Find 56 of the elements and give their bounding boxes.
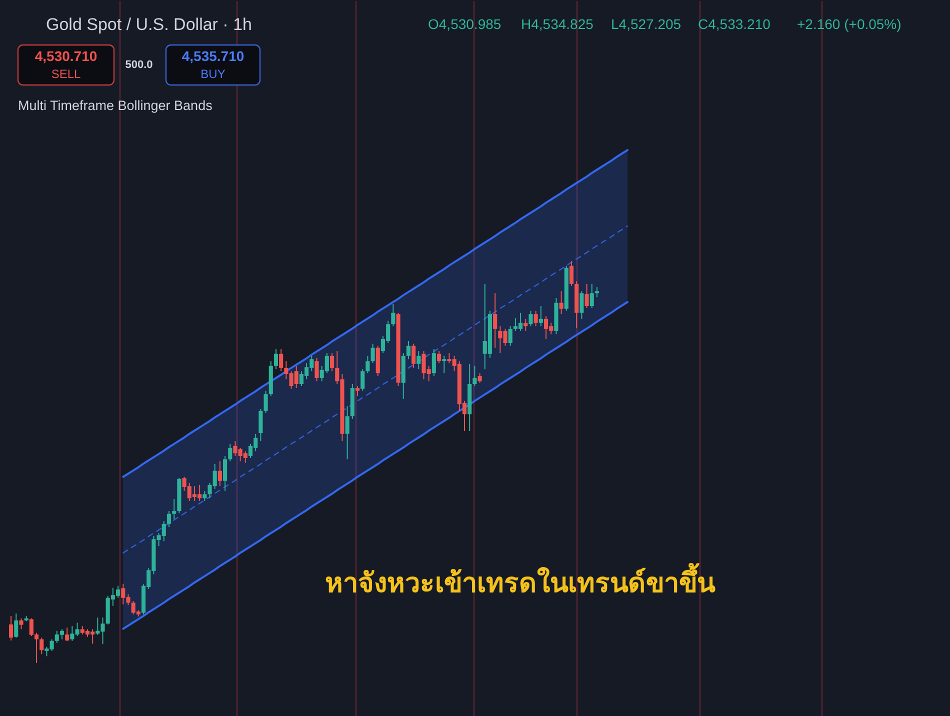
candlestick xyxy=(9,615,14,641)
candlestick xyxy=(279,348,284,372)
candlestick xyxy=(436,350,442,364)
candlestick xyxy=(391,304,396,327)
candlestick xyxy=(524,318,528,332)
candlestick xyxy=(264,390,268,414)
text: H4,534.825 xyxy=(521,16,594,32)
candlestick xyxy=(40,637,44,655)
candlestick xyxy=(406,340,410,360)
candlestick xyxy=(14,613,18,638)
text: 500.0 xyxy=(125,59,153,71)
text: Multi Timeframe Bollinger Bands xyxy=(18,98,213,113)
candlestick xyxy=(172,498,176,520)
candlestick xyxy=(493,292,498,348)
candlestick xyxy=(478,372,482,384)
candlestick xyxy=(584,283,589,309)
candlestick xyxy=(416,350,421,370)
annotation: หาจังหวะเข้าเทรดในเทรนด์ขาขึ้น xyxy=(325,562,716,598)
text: BUY xyxy=(200,67,226,81)
text: O4,530.985 xyxy=(428,16,502,32)
candlestick xyxy=(274,348,278,370)
candlestick xyxy=(330,352,334,372)
candlestick xyxy=(534,310,538,327)
text: +2.160 (+0.05%) xyxy=(797,16,902,32)
chart-title: Gold Spot / U.S. Dollar · 1h xyxy=(46,15,252,34)
candlestick xyxy=(528,310,533,327)
candlestick xyxy=(345,406,350,460)
candlestick xyxy=(355,386,360,397)
candlestick xyxy=(366,355,370,374)
candlestick xyxy=(202,490,207,502)
candlestick xyxy=(508,326,512,346)
candlestick xyxy=(412,343,416,368)
candlestick xyxy=(590,283,594,309)
candlestick xyxy=(538,306,543,327)
candlestick xyxy=(218,460,222,487)
candlestick xyxy=(432,348,436,376)
candlestick xyxy=(569,260,574,286)
candlestick xyxy=(472,365,477,387)
candlestick xyxy=(559,290,564,315)
text: L4,527.205 xyxy=(611,16,682,32)
text: C4,533.210 xyxy=(698,16,771,32)
candlestick xyxy=(360,368,365,392)
candlestick xyxy=(228,443,232,462)
candlestick xyxy=(19,618,24,630)
text: 4,535.710 xyxy=(182,48,244,64)
candlestick xyxy=(594,286,600,298)
candlestick xyxy=(166,510,172,528)
text: SELL xyxy=(51,67,81,81)
candlestick xyxy=(370,343,375,364)
text: 4,530.710 xyxy=(34,48,98,64)
candlestick xyxy=(223,455,228,492)
candlestick xyxy=(314,357,319,382)
candlestick xyxy=(258,408,263,442)
candlestick xyxy=(442,355,446,374)
candlestick xyxy=(580,290,584,320)
candlestick xyxy=(65,627,70,642)
